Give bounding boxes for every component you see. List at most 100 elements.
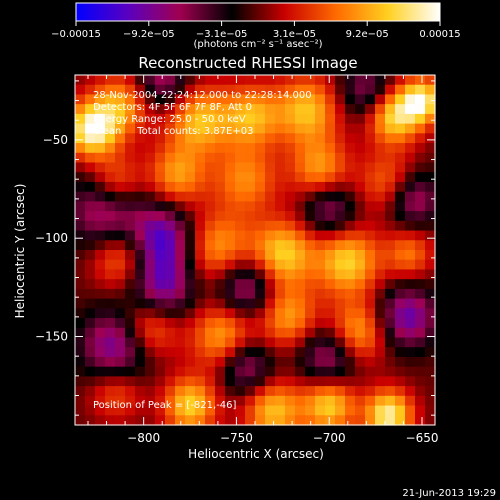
heatmap-cell [115,240,126,251]
heatmap-cell [325,75,336,86]
heatmap-cell [365,269,376,280]
heatmap-cell [145,366,156,377]
heatmap-cell [175,211,186,222]
colorbar-ticks [75,21,441,26]
heatmap-cell [275,104,286,115]
heatmap-cell [135,172,146,183]
heatmap-cell [345,337,356,348]
heatmap-cell [85,386,96,397]
heatmap-cell [385,298,396,309]
heatmap-cell [75,123,86,134]
heatmap-cell [315,230,326,241]
heatmap-cell [155,162,166,173]
heatmap-cell [325,259,336,271]
heatmap-cell [75,337,86,348]
heatmap-cell [185,347,196,358]
heatmap-cell [355,75,366,86]
heatmap-cell [405,347,416,358]
heatmap-cell [195,201,206,212]
heatmap-cell [325,143,336,154]
heatmap-cell [125,376,136,387]
heatmap-cell [75,181,86,193]
heatmap-cell [285,123,296,134]
heatmap-cell [355,181,366,193]
heatmap-cell [335,211,346,222]
heatmap-cell [155,201,166,212]
heatmap-cell [345,318,356,329]
heatmap-cell [125,327,136,339]
heatmap-cell [165,211,176,222]
heatmap-cell [215,211,226,222]
heatmap-cell [125,240,136,251]
heatmap-cell [385,395,396,407]
heatmap-cell [165,347,176,358]
heatmap-cell [265,376,276,387]
heatmap-cell [235,366,246,377]
heatmap-cell [125,211,136,222]
heatmap-cell [225,415,236,426]
heatmap-cell [315,201,326,212]
heatmap-cell [365,366,376,377]
info-line-energy: Energy Range: 25.0 - 50.0 keV [93,114,246,125]
heatmap-cell [85,240,96,251]
heatmap-cell [265,172,276,183]
heatmap-cell [115,356,126,368]
heatmap-cell [395,298,406,309]
heatmap-cell [365,279,376,290]
heatmap-cell [195,250,206,261]
heatmap-cell [175,327,186,339]
heatmap-cell [125,308,136,319]
heatmap-cell [355,405,366,416]
heatmap-cell [415,172,426,183]
heatmap-cell [105,152,116,164]
heatmap-cell [425,240,436,251]
heatmap-cell [155,104,166,115]
heatmap-cell [375,279,386,290]
heatmap-cell [405,152,416,164]
heatmap-cell [305,259,316,271]
heatmap-cell [285,356,296,368]
heatmap-cell [265,113,276,125]
heatmap-cell [225,347,236,358]
heatmap-cell [245,318,256,329]
heatmap-cell [105,133,116,144]
heatmap-cell [315,75,326,86]
heatmap-cell [395,123,406,134]
heatmap-cell [395,259,406,271]
heatmap-cell [425,230,436,241]
heatmap-cell [265,75,276,86]
heatmap-cell [235,75,246,86]
heatmap-cell [145,356,156,368]
heatmap-cell [265,211,276,222]
heatmap-cell [365,405,376,416]
heatmap-cell [155,220,166,232]
heatmap-cell [295,201,306,212]
heatmap-cell [345,415,356,426]
heatmap-cell [285,230,296,241]
heatmap-cell [85,123,96,134]
heatmap-cell [125,386,136,397]
heatmap-cell [395,113,406,125]
heatmap-cell [75,298,86,309]
heatmap-cell [405,386,416,397]
heatmap-cell [215,240,226,251]
heatmap-cell [425,84,436,96]
heatmap-cell [255,152,266,164]
heatmap-cell [155,191,166,202]
heatmap-cell [225,288,236,300]
heatmap-cell [295,269,306,280]
heatmap-cell [95,405,106,416]
heatmap-cell [305,75,316,86]
heatmap-cell [295,104,306,115]
heatmap-cell [195,143,206,154]
heatmap-cell [405,318,416,329]
heatmap-cell [255,386,266,397]
heatmap-cell [75,347,86,358]
heatmap-cell [385,259,396,271]
heatmap-cell [225,230,236,241]
heatmap-cell [125,318,136,329]
heatmap-cell [145,395,156,407]
heatmap-cell [185,298,196,309]
heatmap-cell [255,220,266,232]
